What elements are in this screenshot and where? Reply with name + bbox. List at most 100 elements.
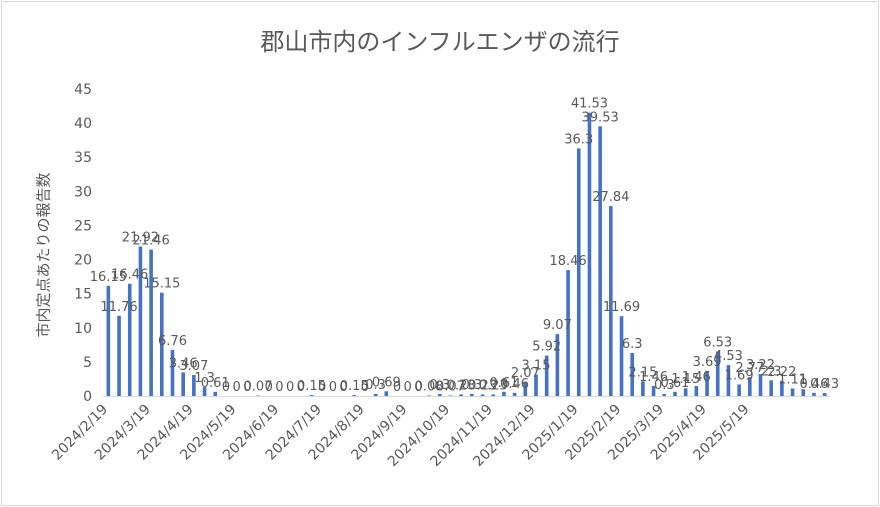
- data-label: 0.43: [810, 377, 839, 392]
- data-label: 0: [361, 380, 369, 395]
- bar: [769, 380, 773, 396]
- y-tick-label: 15: [74, 287, 92, 303]
- bar: [662, 393, 667, 396]
- data-label: 0.23: [479, 378, 508, 393]
- bar: [106, 285, 111, 396]
- y-tick-label: 25: [74, 218, 92, 234]
- data-label: 2.07: [511, 366, 540, 381]
- data-label: 0: [404, 380, 412, 395]
- data-label: 16.46: [111, 268, 148, 283]
- bar: [630, 353, 635, 396]
- data-label: 0.3: [365, 378, 386, 393]
- data-label: 0.3: [429, 378, 450, 393]
- bar: [651, 386, 656, 396]
- data-label: 0: [339, 380, 347, 395]
- bar: [694, 386, 699, 396]
- y-tick-label: 0: [83, 389, 92, 405]
- data-label: 0.46: [500, 377, 529, 392]
- data-label: 2.15: [628, 365, 657, 380]
- data-label: 18.46: [549, 254, 586, 269]
- data-label: 0.61: [489, 376, 518, 391]
- data-label: 21.46: [133, 234, 170, 249]
- data-label: 0.07: [436, 380, 465, 395]
- bar: [512, 392, 517, 396]
- bar: [127, 283, 132, 396]
- data-label: 4.53: [714, 349, 743, 364]
- data-label: 41.53: [571, 97, 608, 112]
- bar: [459, 394, 463, 396]
- bar: [737, 384, 741, 396]
- data-label: 0.69: [372, 375, 401, 390]
- bar: [523, 381, 528, 396]
- data-label: 0: [275, 380, 283, 395]
- data-label: 3.22: [746, 358, 775, 373]
- bar: [373, 393, 378, 396]
- bar: [491, 394, 496, 396]
- data-label: 0.23: [468, 378, 497, 393]
- data-label: 21.92: [122, 230, 159, 245]
- bar: [480, 394, 485, 396]
- bar: [470, 393, 474, 396]
- data-label: 0.61: [201, 376, 230, 391]
- data-label: 3.07: [179, 359, 208, 374]
- bar: [726, 365, 731, 396]
- y-axis-ticks: 0 5 10 15 20 25 30 35 40 45: [74, 82, 92, 405]
- data-label: 0.61: [661, 376, 690, 391]
- bar: [555, 334, 560, 396]
- data-label: 2.77: [735, 361, 764, 376]
- y-tick-label: 45: [74, 82, 92, 98]
- bar: [673, 391, 677, 396]
- data-label: 0.15: [297, 379, 326, 394]
- data-label: 0: [265, 380, 273, 395]
- bar: [576, 148, 581, 396]
- bar: [384, 391, 389, 396]
- data-label: 0.46: [799, 377, 828, 392]
- bar: [181, 372, 185, 396]
- bars: [106, 112, 827, 397]
- bar: [641, 381, 645, 396]
- bar: [715, 351, 720, 396]
- bar: [812, 392, 816, 396]
- data-label: 0.07: [244, 380, 273, 395]
- data-label: 15.15: [143, 277, 180, 292]
- bar: [170, 349, 175, 396]
- bar: [202, 387, 207, 396]
- data-label: 6.3: [622, 337, 643, 352]
- data-label: 36.3: [564, 132, 593, 147]
- data-label: 0.23: [447, 378, 476, 393]
- data-label: 0.3: [654, 378, 675, 393]
- data-label: 1.69: [725, 368, 754, 383]
- data-label: 11.69: [603, 300, 640, 315]
- y-tick-label: 5: [83, 355, 92, 371]
- bar: [160, 292, 164, 396]
- data-label: 2.22: [767, 365, 796, 380]
- data-label: 1.11: [778, 372, 807, 387]
- bar: [309, 394, 314, 396]
- data-label: 0.15: [340, 379, 369, 394]
- bar: [801, 389, 806, 396]
- data-label: 1.3: [194, 371, 215, 386]
- y-tick-label: 20: [74, 253, 92, 269]
- data-label: 27.84: [592, 190, 629, 205]
- bar: [758, 374, 763, 396]
- bar: [544, 355, 549, 396]
- data-label: 9.07: [543, 318, 572, 333]
- bar: [117, 315, 121, 396]
- y-tick-label: 30: [74, 184, 92, 200]
- bar: [587, 112, 592, 397]
- bar: [427, 395, 431, 396]
- bar: [502, 391, 506, 396]
- data-label: 3.46: [169, 356, 198, 371]
- bar: [619, 316, 624, 396]
- bar: [192, 375, 196, 396]
- data-label: 0: [222, 380, 230, 395]
- bar: [683, 388, 688, 396]
- x-axis-ticks: 2024/2/192024/3/192024/4/192024/5/192024…: [49, 402, 753, 470]
- data-label: 16.15: [90, 270, 127, 285]
- y-tick-label: 10: [74, 321, 92, 337]
- data-label: 0: [318, 380, 326, 395]
- bar: [566, 270, 570, 396]
- chart-title: 郡山市内のインフルエンザの流行: [260, 28, 620, 56]
- data-label: 3.69: [693, 355, 722, 370]
